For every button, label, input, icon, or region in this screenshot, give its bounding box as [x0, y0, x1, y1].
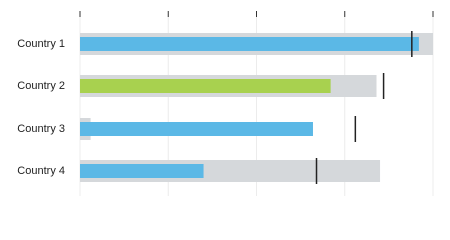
- chart: Country 1 Country 2 Country 3 Country 4: [17, 11, 434, 196]
- value-bar: [80, 164, 204, 178]
- value-bar: [80, 122, 313, 136]
- value-bar: [80, 79, 331, 93]
- category-label: Country 2: [17, 80, 65, 92]
- category-label: Country 3: [17, 123, 65, 135]
- value-bar: [80, 37, 419, 51]
- category-label: Country 1: [17, 38, 65, 50]
- category-label: Country 4: [17, 165, 65, 177]
